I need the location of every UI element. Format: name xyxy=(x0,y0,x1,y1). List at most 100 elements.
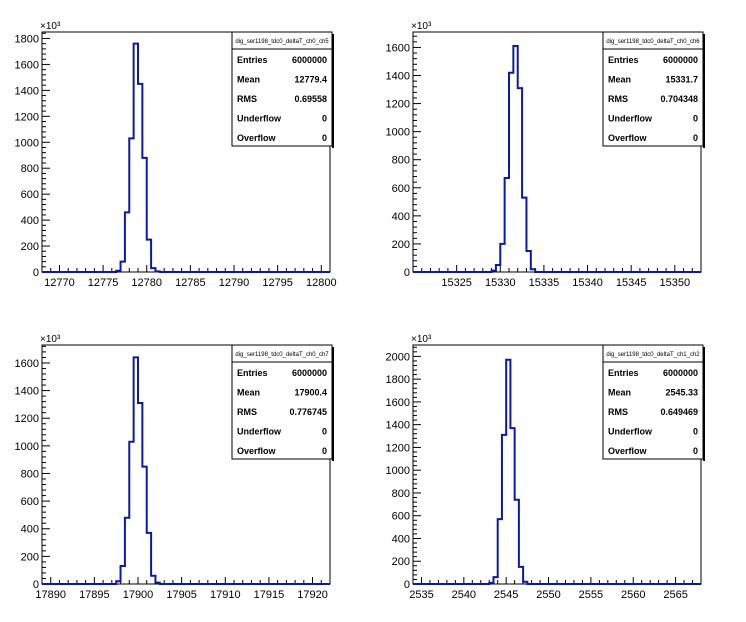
stats-value: 6000000 xyxy=(663,368,698,378)
histogram-bin xyxy=(138,84,142,272)
histogram-bin xyxy=(125,212,129,272)
stats-value: 17900.4 xyxy=(294,388,327,398)
x-tick-label: 2560 xyxy=(621,589,645,601)
stats-label: Overflow xyxy=(237,446,277,456)
stats-title: dig_ser1198_tdc0_deltaT_ch0_ch6 xyxy=(606,39,700,45)
y-tick-label: 800 xyxy=(21,468,39,480)
y-tick-label: 200 xyxy=(21,241,39,253)
histogram-bin xyxy=(519,567,523,584)
histogram-bin xyxy=(513,46,517,272)
x-tick-label: 17905 xyxy=(166,589,197,601)
stats-box-shadow xyxy=(332,347,334,461)
histogram-bin xyxy=(523,582,527,584)
y-tick-label: 0 xyxy=(404,267,410,279)
histogram-bin xyxy=(121,262,125,272)
stats-box-frame xyxy=(231,31,333,147)
stats-label: RMS xyxy=(608,407,628,417)
stats-label: Underflow xyxy=(608,427,653,437)
y-tick-label: 400 xyxy=(392,211,410,223)
x-tick-label: 15325 xyxy=(441,277,472,289)
histogram-bin xyxy=(147,240,151,272)
x-tick-label: 12800 xyxy=(306,277,337,289)
stats-value: 0 xyxy=(693,133,698,143)
x-tick-label: 17915 xyxy=(254,589,285,601)
y-tick-label: 400 xyxy=(392,533,410,545)
stats-label: Mean xyxy=(237,388,260,398)
stats-value: 0.649469 xyxy=(660,407,698,417)
y-tick-label: 1600 xyxy=(386,397,410,409)
x-tick-label: 12770 xyxy=(44,277,75,289)
stats-label: Overflow xyxy=(608,133,648,143)
histogram-bin xyxy=(151,576,155,584)
stats-box-shadow xyxy=(332,34,334,148)
stats-label: Underflow xyxy=(608,114,653,124)
stats-value: 6000000 xyxy=(292,55,327,65)
stats-label: Mean xyxy=(608,388,631,398)
y-tick-label: 200 xyxy=(21,551,39,563)
stats-value: 6000000 xyxy=(663,55,698,65)
x-tick-label: 2545 xyxy=(494,589,518,601)
stats-box-shadow xyxy=(703,34,705,148)
stats-value: 0.69558 xyxy=(294,94,327,104)
histogram-bin xyxy=(515,500,519,584)
stats-label: Entries xyxy=(237,368,268,378)
histogram-bin xyxy=(531,269,535,272)
stats-label: RMS xyxy=(237,94,257,104)
x-tick-label: 15345 xyxy=(616,277,647,289)
stats-value: 0 xyxy=(322,133,327,143)
y-tick-label: 1400 xyxy=(15,386,39,398)
stats-label: Overflow xyxy=(608,446,648,456)
x-tick-label: 17910 xyxy=(210,589,241,601)
stats-title: dig_ser1198_tdc0_deltaT_ch1_ch2 xyxy=(606,352,700,358)
histogram-bin xyxy=(506,360,510,584)
x-tick-label: 2550 xyxy=(536,589,560,601)
stats-label: Mean xyxy=(237,75,260,85)
y-tick-label: 600 xyxy=(392,183,410,195)
histogram-panel-2: 15325 15330 15335 15340 15345 15350 0 200 400 600… xyxy=(386,21,705,289)
histogram-bin xyxy=(526,251,530,272)
histogram-bin xyxy=(125,518,129,584)
x-tick-label: 2540 xyxy=(452,589,476,601)
x-tick-label: 17900 xyxy=(123,589,154,601)
stats-label: Overflow xyxy=(237,133,277,143)
y-tick-label: 1000 xyxy=(386,127,410,139)
stats-box-frame xyxy=(602,31,704,147)
stats-box: dig_ser1198_tdc0_deltaT_ch0_ch5 Entries 60… xyxy=(231,31,334,148)
histogram-bin xyxy=(496,265,500,272)
histogram-panel-1: 12770 12775 12780 12785 12790 12795 12800 0 200 4… xyxy=(15,21,337,289)
stats-label: RMS xyxy=(608,94,628,104)
y-tick-label: 1600 xyxy=(15,59,39,71)
stats-box-frame xyxy=(231,344,333,460)
stats-label: RMS xyxy=(237,407,257,417)
stats-value: 6000000 xyxy=(292,368,327,378)
histogram-bin xyxy=(138,403,142,584)
histogram-bin xyxy=(155,583,159,584)
histogram-bin xyxy=(155,271,159,272)
histogram-bin xyxy=(142,158,146,272)
histogram-panel-4: 2535 2540 2545 2550 2555 2560 2565 0 200 400 600 80… xyxy=(386,334,705,601)
histogram-line xyxy=(413,45,701,273)
stats-label: Underflow xyxy=(237,427,282,437)
histogram-bin xyxy=(489,583,493,584)
stats-value: 15331.7 xyxy=(665,75,698,85)
y-tick-label: 600 xyxy=(21,189,39,201)
stats-value: 0 xyxy=(693,446,698,456)
y-tick-label: 1200 xyxy=(386,442,410,454)
y-tick-label: 0 xyxy=(33,267,39,279)
y-tick-label: 1200 xyxy=(15,111,39,123)
x-tick-label: 17895 xyxy=(79,589,110,601)
histogram-bin xyxy=(502,435,506,584)
histogram-bin xyxy=(522,198,526,272)
histogram-bin xyxy=(505,178,509,272)
stats-label: Entries xyxy=(237,55,268,65)
histogram-bin xyxy=(498,519,502,584)
y-tick-label: 1600 xyxy=(15,358,39,370)
stats-value: 0.704348 xyxy=(660,94,698,104)
y-axis-exponent: ×10³ xyxy=(411,21,432,32)
stats-label: Underflow xyxy=(237,114,282,124)
stats-label: Entries xyxy=(608,368,639,378)
stats-value: 12779.4 xyxy=(294,75,327,85)
y-tick-label: 800 xyxy=(392,488,410,500)
y-tick-label: 800 xyxy=(392,155,410,167)
histogram-bin xyxy=(492,271,496,272)
